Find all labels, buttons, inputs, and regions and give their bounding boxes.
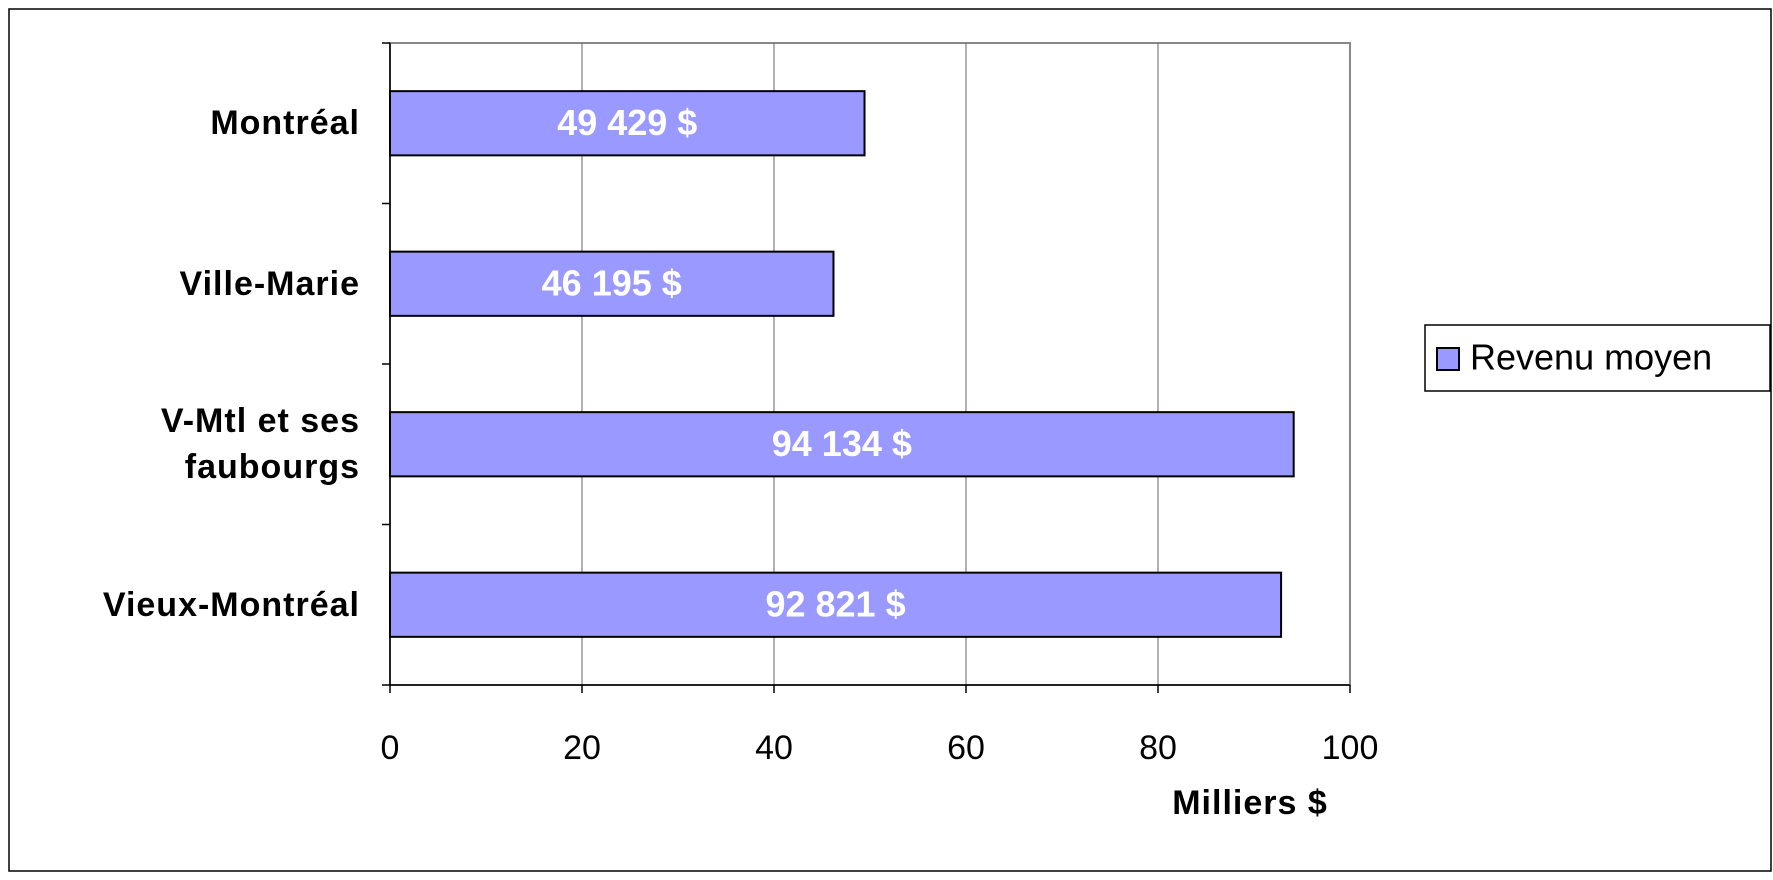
value-label: 94 134 $ [772,423,912,464]
value-label: 92 821 $ [765,583,905,624]
y-tick-label: V-Mtl et ses faubourgs [160,402,360,487]
y-tick-label: Vieux-Montréal [102,585,360,624]
legend-swatch [1436,347,1460,371]
bar [389,571,1283,638]
bar [389,250,835,317]
x-axis-label: Milliers $ [1172,784,1328,822]
y-tick-label: Ville-Marie [179,264,360,303]
legend-box [1424,324,1771,392]
y-tick-label: Montréal [210,104,360,143]
x-tick-label: 100 [1322,729,1379,767]
x-tick-label: 40 [755,729,793,767]
x-tick-label: 80 [1139,729,1177,767]
x-tick-label: 20 [563,729,601,767]
chart-border [8,8,1772,872]
bar [389,90,866,157]
legend-label: Revenu moyen [1470,337,1712,378]
bar [389,411,1295,478]
x-tick-label: 60 [947,729,985,767]
value-label: 46 195 $ [542,262,682,303]
value-label: 49 429 $ [557,102,697,143]
x-tick-label: 0 [381,729,400,767]
